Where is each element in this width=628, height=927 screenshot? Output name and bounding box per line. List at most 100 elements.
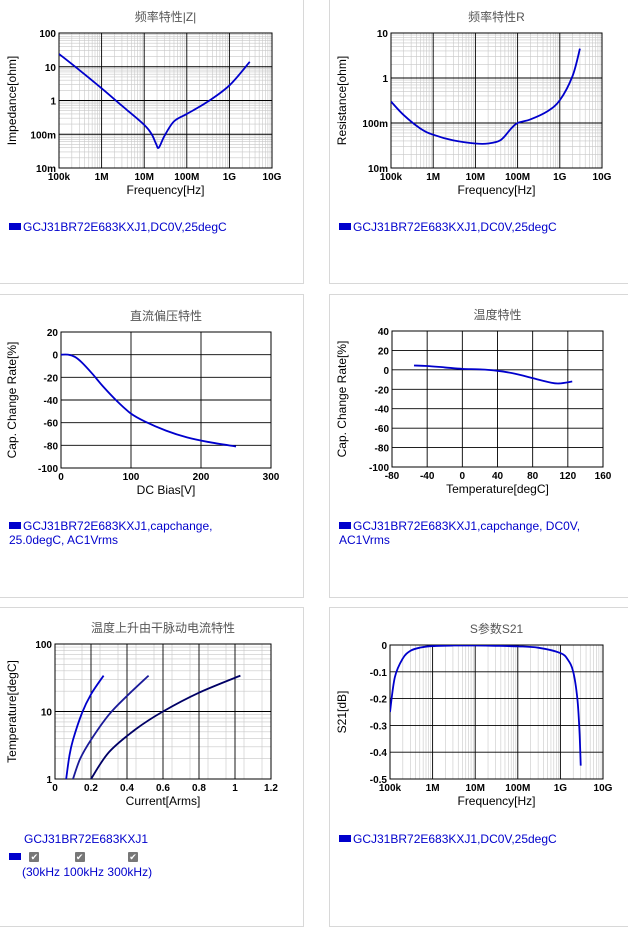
x-axis-label: Temperature[degC]	[446, 482, 549, 496]
x-tick-label: 10M	[465, 783, 484, 794]
series-line-0	[59, 53, 251, 149]
y-tick-label: -40	[44, 396, 59, 407]
x-axis-label: Frequency[Hz]	[457, 794, 535, 808]
major-grid	[391, 330, 604, 468]
x-tick-label: -40	[420, 471, 435, 482]
legend-ripple-title: GCJ31BR72E683KXJ1	[24, 832, 148, 846]
legend-swatch	[339, 835, 351, 842]
x-tick-label: 100k	[379, 783, 402, 794]
legend-temperature: GCJ31BR72E683KXJ1,capchange, DC0V, AC1Vr…	[339, 519, 580, 547]
y-tick-label: -40	[375, 405, 390, 416]
plot-frame	[391, 330, 604, 468]
y-tick-label: -20	[375, 385, 390, 396]
series-line-0	[390, 645, 582, 766]
x-tick-label: 100M	[505, 172, 530, 183]
y-axis-label: Temperature[degC]	[5, 660, 19, 763]
y-axis-label: Cap. Change Rate[%]	[335, 341, 349, 458]
legend-swatch	[339, 223, 351, 230]
checkbox-100khz[interactable]: ✔	[74, 851, 85, 862]
y-tick-label: 0	[383, 366, 389, 377]
x-tick-label: 0	[52, 783, 58, 794]
y-tick-label: -0.5	[370, 775, 388, 786]
x-tick-label: 0.8	[192, 783, 206, 794]
checkbox-30khz[interactable]: ✔	[29, 851, 40, 862]
plot-frame	[60, 331, 272, 469]
series-line-1	[72, 674, 150, 779]
x-tick-label: 0	[460, 471, 466, 482]
y-tick-label: 10	[45, 63, 57, 74]
y-tick-label: -0.4	[370, 748, 388, 759]
legend-text: GCJ31BR72E683KXJ1,DC0V,25degC	[353, 220, 557, 234]
y-tick-label: 20	[47, 328, 59, 339]
panel-ripple: 温度上升由干脉动电流特性 0 0.2 0.4 0.6 0.8 1 1.2 100 10 1 Curre…	[0, 607, 304, 927]
minor-grid	[391, 33, 602, 168]
x-tick-label: 0.4	[120, 783, 134, 794]
x-tick-label: 1M	[426, 172, 440, 183]
chart-title: 频率特性|Z|	[135, 9, 197, 24]
x-tick-label: 1G	[223, 172, 237, 183]
y-tick-label: 10m	[368, 164, 388, 175]
x-tick-label: 10M	[134, 172, 153, 183]
major-grid	[390, 32, 603, 169]
chart-title: 温度特性	[473, 307, 521, 322]
legend-dcbias: GCJ31BR72E683KXJ1,capchange, 25.0degC, A…	[9, 519, 212, 547]
x-tick-label: 10M	[466, 172, 485, 183]
y-tick-label: -60	[375, 424, 390, 435]
x-tick-label: -80	[385, 471, 400, 482]
y-tick-label: -0.1	[370, 668, 388, 679]
label-300khz: 300kHz	[107, 865, 149, 879]
y-tick-label: 1	[50, 97, 56, 108]
y-tick-label: 40	[378, 327, 390, 338]
y-tick-label: -100	[369, 463, 389, 474]
x-tick-label: 40	[492, 471, 504, 482]
legend-swatch	[9, 223, 21, 230]
legend-s21: GCJ31BR72E683KXJ1,DC0V,25degC	[339, 832, 557, 846]
y-axis-label: S21[dB]	[335, 691, 349, 734]
legend-text-1: GCJ31BR72E683KXJ1,capchange,	[23, 519, 213, 533]
y-tick-label: -100	[38, 464, 58, 475]
x-tick-label: 10G	[263, 172, 282, 183]
y-tick-label: 1	[46, 775, 52, 786]
panel-s21: S参数S21 100k 1M 10M 100M 1G 10G 0 -0.1 -0.2 -0.3 -0.…	[329, 607, 628, 927]
series-line-2	[90, 674, 241, 779]
y-tick-label: 100	[39, 29, 56, 40]
legend-impedance: GCJ31BR72E683KXJ1,DC0V,25degC	[9, 220, 227, 234]
legend-text-2: AC1Vrms	[339, 533, 390, 547]
y-axis-label: Impedance[ohm]	[5, 56, 19, 145]
series-line-0	[413, 364, 573, 385]
panel-impedance: 频率特性|Z| 100k 1M 10M 100M 1G 10G 100 10 1 100m 10m Fr…	[0, 0, 304, 284]
x-tick-label: 1M	[95, 172, 109, 183]
legend-text-1: GCJ31BR72E683KXJ1,capchange, DC0V,	[353, 519, 581, 533]
x-axis-label: Frequency[Hz]	[457, 183, 535, 197]
x-axis-label: Frequency[Hz]	[126, 183, 204, 197]
x-tick-label: 1	[232, 783, 238, 794]
plot-frame	[58, 32, 273, 169]
x-tick-label: 1M	[426, 783, 440, 794]
legend-text: GCJ31BR72E683KXJ1,DC0V,25degC	[353, 832, 557, 846]
panel-resistance: 频率特性R 100k 1M 10M 100M 1G 10G 10 1 100m 10m Frequen…	[329, 0, 628, 284]
chart-s21: S参数S21 100k 1M 10M 100M 1G 10G 0 -0.1 -0.2 -0.3 -0.…	[335, 621, 613, 808]
x-tick-label: 10G	[594, 783, 613, 794]
y-axis-label: Cap. Change Rate[%]	[5, 342, 19, 459]
minor-grid	[402, 645, 602, 779]
series-line-0	[61, 353, 237, 448]
x-tick-label: 0	[58, 472, 64, 483]
series-line-0	[65, 675, 105, 779]
legend-swatch	[9, 522, 21, 529]
y-tick-label: -0.2	[370, 695, 388, 706]
x-tick-label: 120	[559, 471, 576, 482]
ripple-checkbox-labels: (30kHz 100kHz 300kHz)	[22, 865, 153, 879]
x-tick-label: 100	[123, 472, 140, 483]
x-tick-label: 0.6	[156, 783, 170, 794]
y-tick-label: -80	[44, 441, 59, 452]
major-grid	[60, 331, 272, 469]
y-tick-label: 0	[381, 641, 387, 652]
y-tick-label: -60	[44, 419, 59, 430]
x-tick-label: 200	[193, 472, 210, 483]
x-tick-label: 100M	[174, 172, 199, 183]
checkbox-300khz[interactable]: ✔	[128, 851, 139, 862]
x-axis-label: DC Bias[V]	[137, 483, 196, 497]
chart-title: 频率特性R	[468, 9, 525, 24]
panel-temperature: 温度特性 -80 -40 0 40 80 120 160 40 20 0 -20 -40 -60 -80 -1…	[329, 294, 628, 598]
